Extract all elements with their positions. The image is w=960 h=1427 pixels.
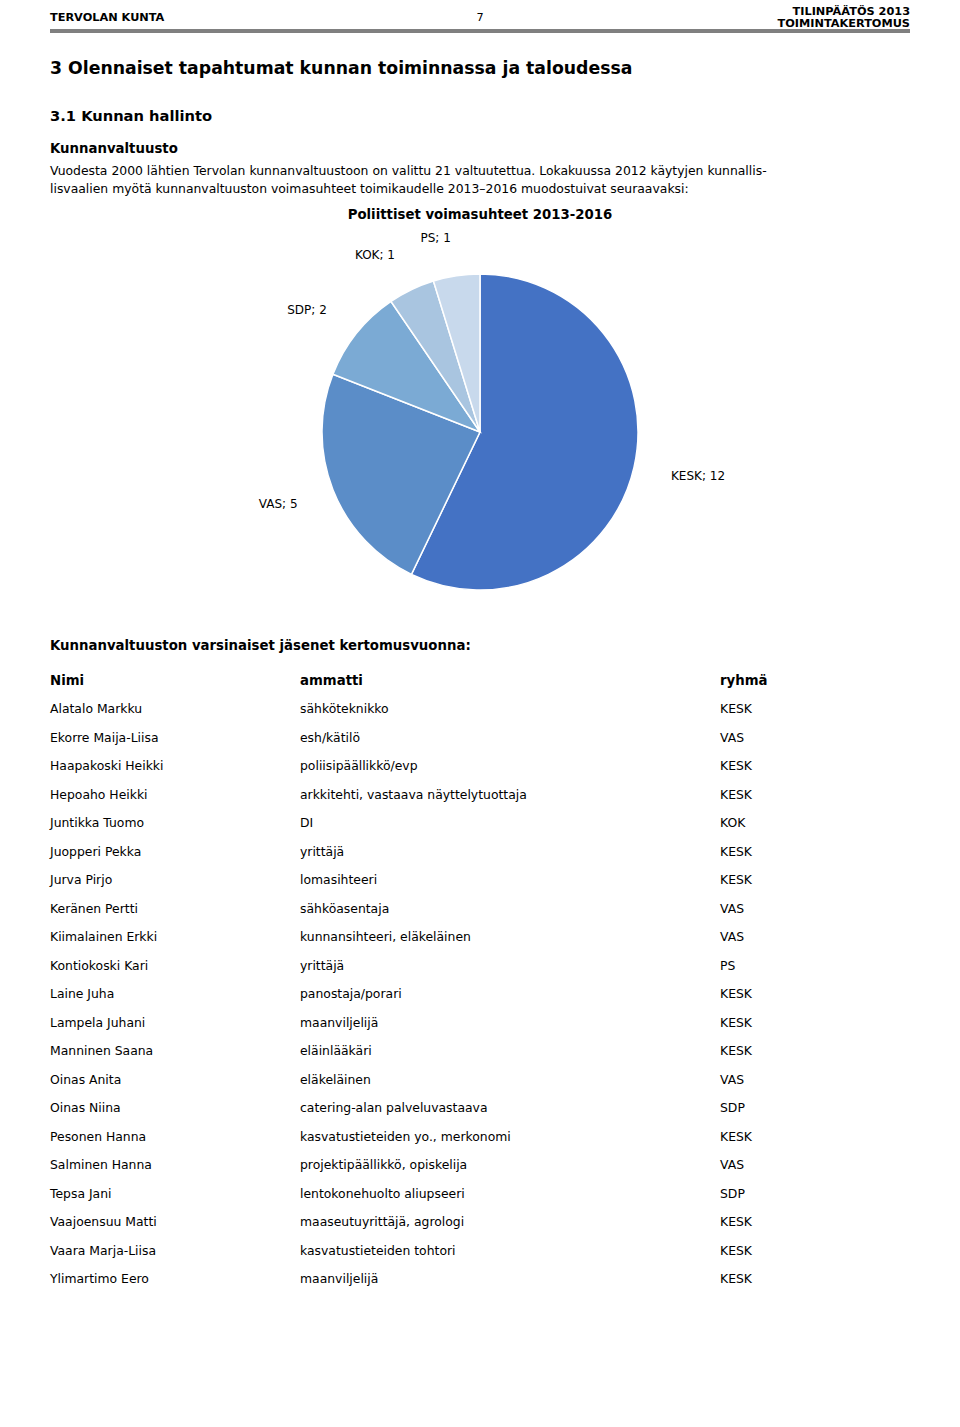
table-cell: Lampela Juhani <box>50 1015 145 1030</box>
table-cell: Haapakoski Heikki <box>50 758 163 773</box>
table-cell: Tepsa Jani <box>49 1186 111 1201</box>
table-cell: VAS <box>720 730 744 745</box>
column-header: ammatti <box>300 673 363 688</box>
table-cell: DI <box>300 815 313 830</box>
table-cell: VAS <box>720 1072 744 1087</box>
table-cell: KESK <box>720 758 753 773</box>
data-label: PS; 1 <box>420 231 450 245</box>
page: TERVOLAN KUNTA 7 TILINPÄÄTÖS 2013TOIMINTAK… <box>0 0 960 1427</box>
column-header: Nimi <box>50 673 84 688</box>
subsection-title: 3.1 Kunnan hallinto <box>50 107 212 124</box>
members-table: Nimi ammatti ryhmä Alatalo Markku sähkötekni… <box>49 673 768 1287</box>
chart-title: Poliittiset voimasuhteet 2013-2016 <box>348 207 613 222</box>
table-cell: esh/kätilö <box>300 730 360 745</box>
table-cell: eläkeläinen <box>300 1072 371 1087</box>
table-cell: Juopperi Pekka <box>49 844 141 859</box>
data-label: KESK; 12 <box>671 469 725 483</box>
table-cell: maanviljelijä <box>300 1271 378 1286</box>
pie-chart: Poliittiset voimasuhteet 2013-2016 KESK; … <box>259 207 725 591</box>
table-cell: PS <box>720 958 735 973</box>
data-label: KOK; 1 <box>355 248 395 262</box>
table-cell: KESK <box>720 1271 753 1286</box>
table-cell: Alatalo Markku <box>50 701 142 716</box>
table-cell: Ylimartimo Eero <box>49 1271 149 1286</box>
table-cell: lomasihteeri <box>300 872 377 887</box>
table-cell: Manninen Saana <box>50 1043 153 1058</box>
table-cell: KESK <box>720 1243 753 1258</box>
table-cell: sähköteknikko <box>300 701 389 716</box>
body-text: lisvaalien myötä kunnanvaltuuston voimas… <box>50 181 689 196</box>
table-cell: lentokonehuolto aliupseeri <box>300 1186 465 1201</box>
table-cell: Oinas Anita <box>50 1072 121 1087</box>
page-number: 7 <box>476 11 483 24</box>
table-cell: VAS <box>720 1157 744 1172</box>
table-cell: Oinas Niina <box>50 1100 121 1115</box>
table-cell: kasvatustieteiden tohtori <box>300 1243 456 1258</box>
table-cell: KESK <box>720 787 753 802</box>
table-cell: Hepoaho Heikki <box>50 787 148 802</box>
table-cell: KESK <box>720 1214 753 1229</box>
table-cell: yrittäjä <box>300 844 344 859</box>
table-cell: projektipäällikkö, opiskelija <box>300 1157 467 1172</box>
slices <box>322 274 638 590</box>
table-cell: KESK <box>720 701 753 716</box>
section-title: 3 Olennaiset tapahtumat kunnan toiminnas… <box>50 58 632 78</box>
header-right: TOIMINTAKERTOMUS <box>777 17 910 30</box>
table-cell: KOK <box>720 815 746 830</box>
header-left: TERVOLAN KUNTA <box>50 11 165 24</box>
table-cell: kunnansihteeri, eläkeläinen <box>300 929 471 944</box>
table-cell: Kontiokoski Kari <box>50 958 148 973</box>
background <box>0 0 960 1427</box>
data-label: SDP; 2 <box>287 303 327 317</box>
header-rule <box>50 32 910 33</box>
table-cell: yrittäjä <box>300 958 344 973</box>
table-cell: maaseutuyrittäjä, agrologi <box>300 1214 464 1229</box>
table-cell: Keränen Pertti <box>50 901 138 916</box>
table-cell: SDP <box>720 1100 745 1115</box>
table-cell: VAS <box>720 929 744 944</box>
table-cell: Jurva Pirjo <box>49 872 112 887</box>
table-cell: catering-alan palveluvastaava <box>300 1100 488 1115</box>
table-cell: KESK <box>720 844 753 859</box>
body-heading: Kunnanvaltuusto <box>50 141 178 156</box>
table-cell: KESK <box>720 1129 753 1144</box>
pie-slice <box>433 274 480 432</box>
data-label: VAS; 5 <box>259 497 298 511</box>
body-text: Vuodesta 2000 lähtien Tervolan kunnanval… <box>50 163 767 178</box>
members-heading: Kunnanvaltuuston varsinaiset jäsenet ker… <box>50 638 471 653</box>
table-cell: poliisipäällikkö/evp <box>300 758 418 773</box>
table-cell: KESK <box>720 1043 753 1058</box>
table-cell: Laine Juha <box>50 986 114 1001</box>
table-cell: kasvatustieteiden yo., merkonomi <box>300 1129 511 1144</box>
data-labels: KESK; 12 VAS; 5 SDP; 2 KOK; 1 PS; 1 <box>259 231 725 510</box>
table-cell: Vaara Marja-Liisa <box>50 1243 156 1258</box>
page-canvas: TERVOLAN KUNTA 7 TILINPÄÄTÖS 2013TOIMINTAK… <box>0 0 960 1427</box>
table-cell: Pesonen Hanna <box>50 1129 146 1144</box>
table-cell: arkkitehti, vastaava näyttelytuottaja <box>300 787 527 802</box>
table-cell: panostaja/porari <box>300 986 402 1001</box>
header-rule <box>50 30 910 31</box>
table-cell: VAS <box>720 901 744 916</box>
table-cell: KESK <box>720 1015 753 1030</box>
table-cell: eläinlääkäri <box>300 1043 372 1058</box>
header-right: TILINPÄÄTÖS 2013 <box>793 4 910 18</box>
table-cell: SDP <box>720 1186 745 1201</box>
column-header: ryhmä <box>720 673 768 688</box>
table-cell: Ekorre Maija-Liisa <box>50 730 158 745</box>
table-cell: Salminen Hanna <box>50 1157 152 1172</box>
table-cell: Vaajoensuu Matti <box>50 1214 157 1229</box>
table-cell: KESK <box>720 986 753 1001</box>
table-cell: Juntikka Tuomo <box>49 815 144 830</box>
table-cell: sähköasentaja <box>300 901 389 916</box>
table-cell: KESK <box>720 872 753 887</box>
table-cell: Kiimalainen Erkki <box>50 929 157 944</box>
table-cell: maanviljelijä <box>300 1015 378 1030</box>
